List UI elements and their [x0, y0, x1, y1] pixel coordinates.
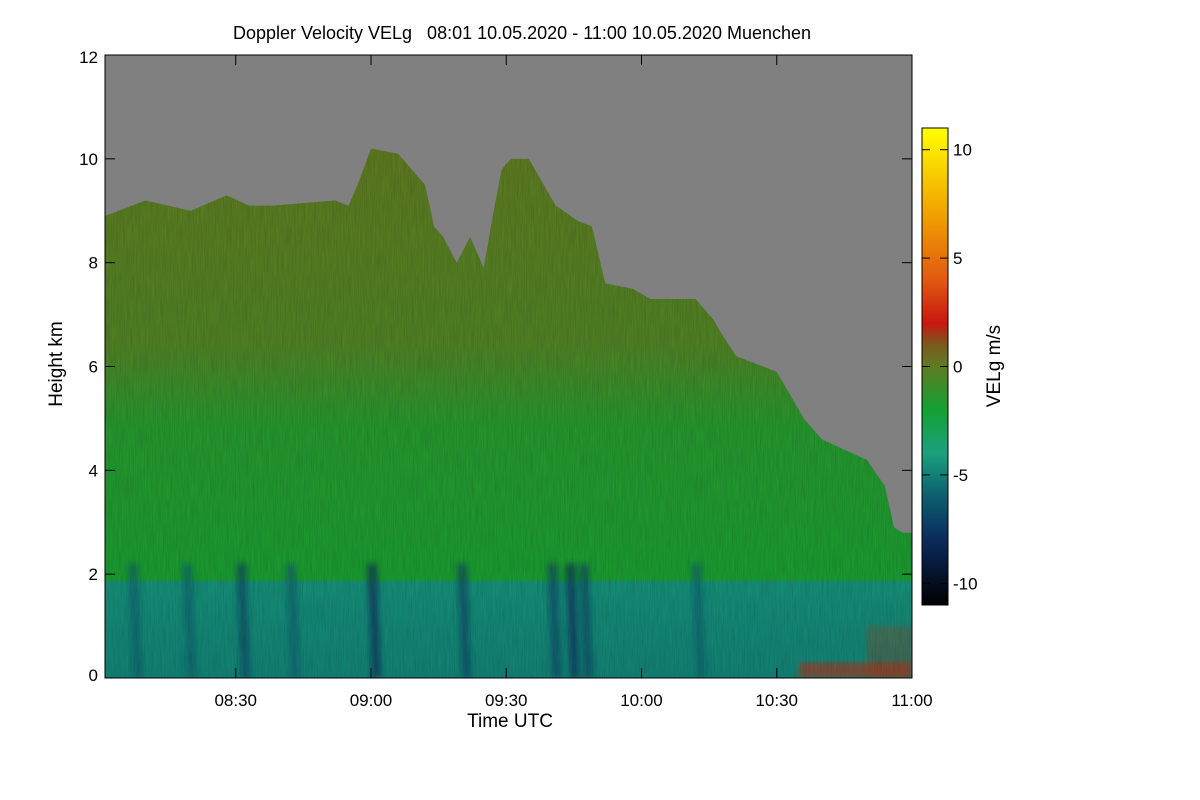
colorbar-tick-label: -10: [953, 574, 978, 593]
colorbar-ticks: 10 5 0 -5 -10: [922, 141, 978, 593]
plot-area: [104, 54, 913, 679]
y-tick-label: 8: [89, 254, 98, 273]
chart-title: Doppler Velocity VELg 08:01 10.05.2020 -…: [233, 23, 811, 43]
y-axis: 0 2 4 6 8 10 12: [79, 48, 912, 685]
x-tick-label: 09:00: [350, 691, 393, 710]
cloud-top-mask: [105, 55, 912, 533]
x-tick-label: 09:30: [485, 691, 528, 710]
colorbar-tick-label: 5: [953, 249, 962, 268]
x-axis: 08:30 09:00 09:30 10:00 10:30 11:00: [214, 55, 933, 710]
colorbar: 10 5 0 -5 -10 VELg m/s: [921, 127, 1005, 606]
x-tick-label: 10:00: [620, 691, 663, 710]
colorbar-tick-label: 0: [953, 358, 962, 377]
y-tick-label: 12: [79, 48, 98, 67]
y-axis-label: Height km: [46, 321, 67, 407]
x-tick-label: 10:30: [755, 691, 798, 710]
x-tick-label: 08:30: [214, 691, 257, 710]
y-tick-label: 2: [89, 565, 98, 584]
colorbar-tick-label: 10: [953, 141, 972, 160]
colorbar-tick-label: -5: [953, 466, 968, 485]
colorbar-label: VELg m/s: [984, 325, 1005, 407]
y-tick-label: 0: [89, 666, 98, 685]
x-tick-label: 11:00: [891, 691, 932, 710]
y-tick-label: 6: [89, 358, 98, 377]
y-tick-label: 10: [79, 150, 98, 169]
x-axis-label: Time UTC: [467, 711, 553, 732]
y-tick-label: 4: [89, 461, 98, 480]
